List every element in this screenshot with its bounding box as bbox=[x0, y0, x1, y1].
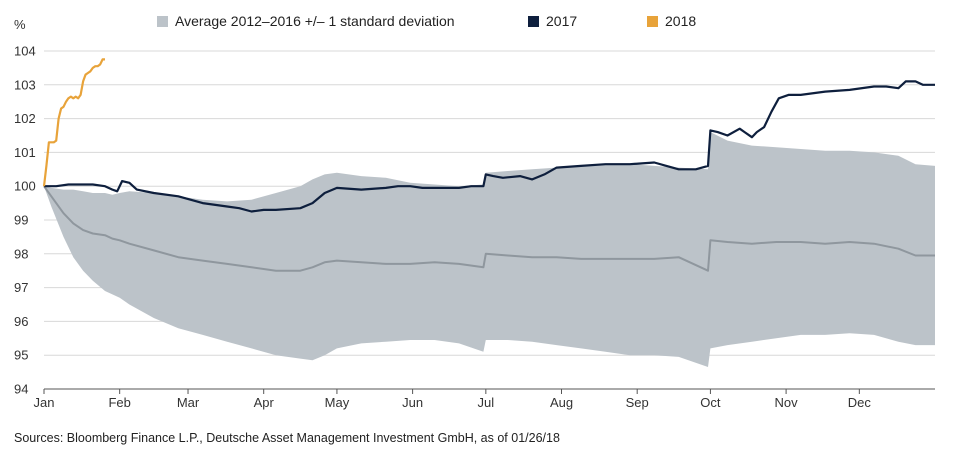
legend: Average 2012–2016 +/– 1 standard deviati… bbox=[157, 13, 696, 29]
x-tick-label-mar: Mar bbox=[177, 395, 200, 410]
y-tick-label-101: 101 bbox=[14, 145, 36, 160]
x-tick-label-feb: Feb bbox=[108, 395, 130, 410]
x-tick-label-sep: Sep bbox=[626, 395, 649, 410]
legend-swatch-2017 bbox=[528, 16, 539, 27]
series-line-2017 bbox=[44, 80, 935, 213]
y-tick-label-97: 97 bbox=[14, 280, 28, 295]
legend-label-2017: 2017 bbox=[546, 13, 577, 29]
x-tick-label-jul: Jul bbox=[478, 395, 495, 410]
x-tick-label-jun: Jun bbox=[402, 395, 423, 410]
legend-label-2018: 2018 bbox=[665, 13, 696, 29]
y-tick-label-102: 102 bbox=[14, 111, 36, 126]
y-axis-ticks: 94 95 96 97 98 99 100 101 102 103 104 bbox=[14, 44, 36, 397]
y-tick-label-104: 104 bbox=[14, 44, 36, 59]
x-tick-label-nov: Nov bbox=[775, 395, 799, 410]
y-tick-label-96: 96 bbox=[14, 314, 28, 329]
y-tick-label-98: 98 bbox=[14, 246, 28, 261]
x-tick-label-jan: Jan bbox=[34, 395, 55, 410]
y-axis-unit-label: % bbox=[14, 17, 26, 32]
legend-swatch-2018 bbox=[647, 16, 658, 27]
y-tick-label-94: 94 bbox=[14, 382, 28, 397]
x-axis-ticks: Jan Feb Mar Apr May Jun Jul Aug Sep Oct Nov Dec bbox=[34, 388, 935, 410]
y-tick-label-99: 99 bbox=[14, 213, 28, 228]
x-tick-label-may: May bbox=[325, 395, 350, 410]
x-tick-label-dec: Dec bbox=[848, 395, 872, 410]
average-line bbox=[43, 185, 935, 272]
legend-label-band: Average 2012–2016 +/– 1 standard deviati… bbox=[175, 13, 455, 29]
x-tick-label-apr: Apr bbox=[254, 395, 275, 410]
source-note: Sources: Bloomberg Finance L.P., Deutsch… bbox=[14, 431, 560, 445]
plot-area bbox=[42, 58, 935, 367]
y-tick-label-103: 103 bbox=[14, 77, 36, 92]
y-tick-label-95: 95 bbox=[14, 348, 28, 363]
series-line-2018 bbox=[42, 58, 105, 187]
y-tick-label-100: 100 bbox=[14, 179, 36, 194]
x-tick-label-oct: Oct bbox=[700, 395, 721, 410]
std-dev-band bbox=[44, 132, 935, 367]
x-tick-label-aug: Aug bbox=[550, 395, 573, 410]
legend-swatch-band bbox=[157, 16, 168, 27]
